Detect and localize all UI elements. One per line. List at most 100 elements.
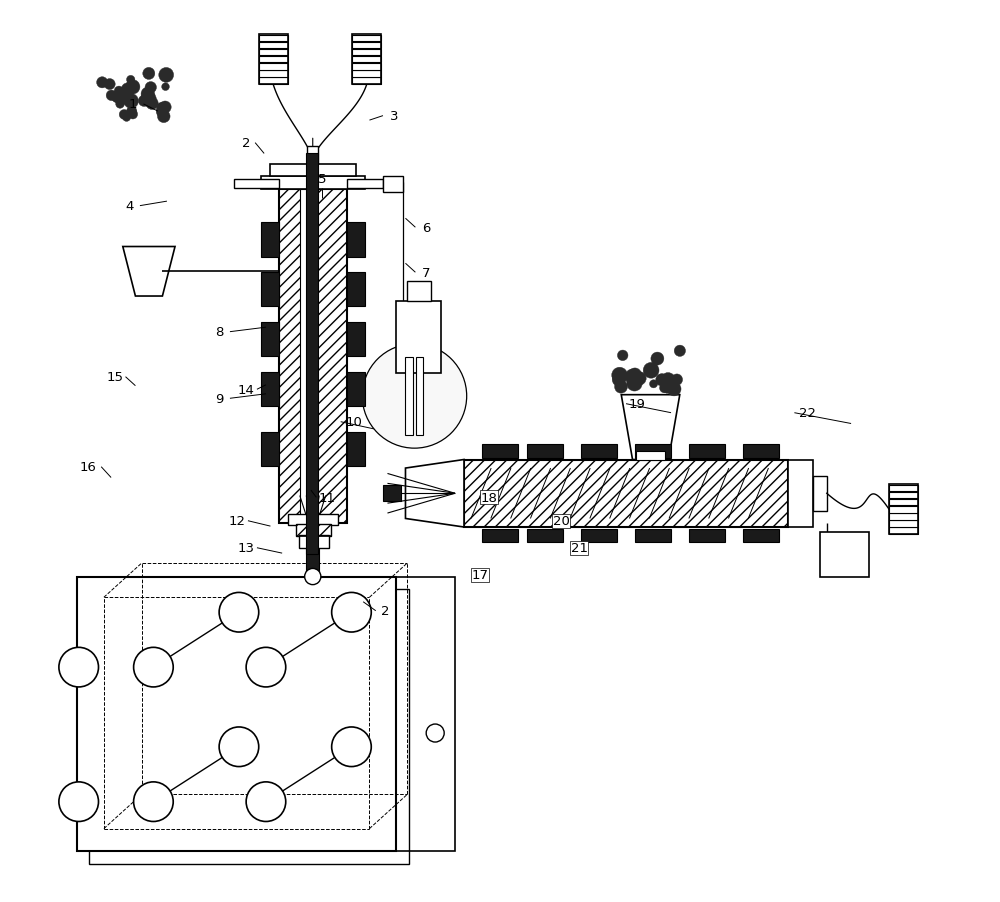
Text: 19: 19 — [628, 398, 645, 410]
Bar — [889, 484, 918, 534]
Circle shape — [650, 381, 658, 389]
Bar — [279, 190, 347, 523]
Circle shape — [625, 370, 640, 385]
Text: 2: 2 — [242, 137, 250, 150]
Circle shape — [246, 648, 286, 687]
Circle shape — [651, 353, 664, 365]
Polygon shape — [405, 460, 464, 528]
Bar — [636, 451, 665, 460]
Circle shape — [111, 93, 122, 103]
Circle shape — [141, 92, 156, 107]
Circle shape — [156, 106, 168, 118]
Circle shape — [671, 374, 683, 386]
Bar — [527, 445, 563, 458]
Bar — [352, 35, 381, 85]
Circle shape — [661, 373, 675, 388]
Bar — [635, 529, 671, 543]
Bar — [889, 528, 918, 534]
Bar — [259, 64, 288, 70]
Bar — [306, 154, 318, 555]
Bar — [889, 500, 918, 506]
Bar — [261, 433, 279, 467]
Polygon shape — [621, 395, 680, 460]
Bar — [581, 529, 617, 543]
Bar — [347, 323, 365, 357]
Bar — [299, 536, 329, 548]
Bar — [259, 35, 288, 85]
Text: 4: 4 — [125, 200, 133, 213]
Circle shape — [426, 724, 444, 742]
Bar — [405, 357, 413, 436]
Bar — [464, 460, 788, 528]
Text: 21: 21 — [571, 541, 588, 555]
Text: 1: 1 — [128, 98, 137, 111]
Text: 12: 12 — [229, 515, 246, 528]
Text: 6: 6 — [422, 222, 430, 235]
Bar — [352, 50, 381, 56]
Circle shape — [97, 78, 108, 88]
Circle shape — [116, 100, 124, 109]
Circle shape — [633, 373, 646, 386]
Circle shape — [145, 82, 156, 94]
Circle shape — [667, 382, 681, 397]
Circle shape — [138, 96, 150, 107]
Circle shape — [119, 91, 134, 106]
Circle shape — [134, 782, 173, 822]
Bar — [259, 43, 288, 50]
Bar — [259, 71, 288, 78]
Bar — [352, 57, 381, 63]
Bar — [347, 373, 365, 407]
Circle shape — [674, 345, 686, 357]
Circle shape — [219, 593, 259, 632]
Text: 14: 14 — [238, 383, 255, 396]
Text: 13: 13 — [238, 541, 255, 555]
Circle shape — [125, 80, 140, 95]
Bar — [407, 281, 431, 301]
Bar — [396, 301, 441, 373]
Circle shape — [127, 77, 135, 85]
Circle shape — [59, 782, 99, 822]
Circle shape — [114, 87, 124, 97]
Polygon shape — [123, 247, 175, 297]
Circle shape — [219, 727, 259, 767]
Bar — [889, 492, 918, 499]
Text: 18: 18 — [481, 492, 498, 504]
Text: 7: 7 — [422, 266, 430, 280]
Bar — [300, 190, 311, 523]
Circle shape — [134, 648, 173, 687]
Bar — [416, 357, 423, 436]
Circle shape — [246, 782, 286, 822]
Bar — [306, 548, 319, 575]
Bar — [347, 433, 365, 467]
Bar — [270, 165, 356, 177]
Circle shape — [664, 381, 677, 393]
Bar — [581, 445, 617, 458]
Bar — [259, 78, 288, 85]
Bar — [527, 529, 563, 543]
Circle shape — [627, 376, 642, 391]
Bar — [261, 273, 279, 307]
Circle shape — [660, 383, 669, 393]
Text: 8: 8 — [215, 326, 223, 339]
Bar — [889, 485, 918, 492]
Circle shape — [141, 88, 155, 101]
Bar — [89, 590, 409, 864]
Circle shape — [162, 84, 169, 91]
Text: 16: 16 — [79, 461, 96, 474]
Circle shape — [661, 381, 674, 394]
Text: 2: 2 — [381, 604, 389, 618]
Bar — [307, 147, 318, 165]
Bar — [813, 476, 827, 511]
Circle shape — [157, 111, 170, 124]
Bar — [689, 529, 725, 543]
Bar — [261, 177, 365, 190]
Bar — [396, 577, 455, 851]
Circle shape — [106, 91, 117, 102]
Text: 20: 20 — [553, 515, 570, 528]
Bar — [259, 50, 288, 56]
Bar — [743, 529, 779, 543]
Bar — [347, 273, 365, 307]
Circle shape — [615, 381, 627, 393]
Circle shape — [657, 374, 667, 385]
Circle shape — [119, 110, 129, 120]
